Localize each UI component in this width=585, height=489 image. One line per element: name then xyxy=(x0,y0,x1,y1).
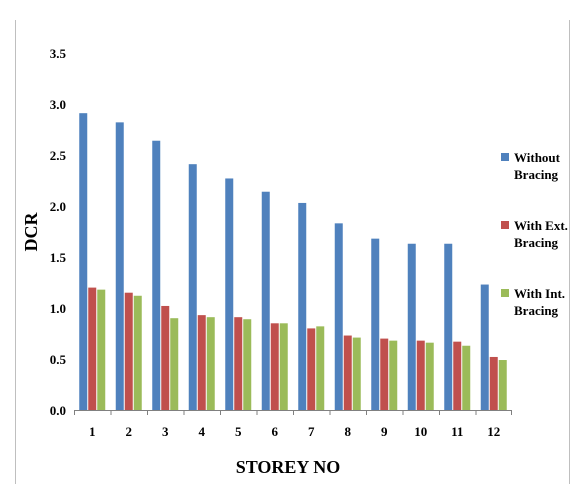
x-tick-label: 5 xyxy=(235,424,242,439)
x-axis-ticks: 1 2 3 4 5 6 7 8 9 10 11 12 xyxy=(74,410,512,439)
legend-label-series-3: Bracing xyxy=(514,303,559,318)
bar-series-1-storey-7 xyxy=(298,202,307,410)
bar-series-3-storey-6 xyxy=(279,323,288,410)
legend-label-series-3: With Int. xyxy=(514,286,565,301)
bar-series-2-storey-10 xyxy=(416,340,425,410)
legend-label-series-2: With Ext. xyxy=(514,218,568,233)
y-tick-label: 1.0 xyxy=(50,301,66,316)
bar-series-1-storey-6 xyxy=(261,191,270,410)
y-tick-label: 1.5 xyxy=(50,250,67,265)
bar-series-1-storey-11 xyxy=(444,243,453,410)
x-tick-label: 8 xyxy=(345,424,352,439)
bar-series-2-storey-4 xyxy=(197,315,206,410)
x-tick-label: 2 xyxy=(126,424,133,439)
bar-series-2-storey-3 xyxy=(161,305,170,410)
bar-series-2-storey-12 xyxy=(489,356,498,410)
bars-group xyxy=(79,113,507,411)
bar-series-3-storey-7 xyxy=(316,326,325,410)
bar-series-1-storey-8 xyxy=(334,223,343,410)
legend-label-series-2: Bracing xyxy=(514,235,559,250)
y-axis-ticks: 0.0 0.5 1.0 1.5 2.0 2.5 3.0 3.5 xyxy=(50,46,67,418)
bar-series-2-storey-7 xyxy=(307,328,316,410)
bar-series-3-storey-4 xyxy=(206,317,215,410)
bar-series-1-storey-2 xyxy=(115,122,124,411)
bar-series-3-storey-11 xyxy=(462,345,471,410)
x-tick-label: 1 xyxy=(89,424,96,439)
bar-series-2-storey-2 xyxy=(124,292,133,410)
bar-series-1-storey-12 xyxy=(480,284,489,410)
bar-series-2-storey-5 xyxy=(234,317,243,410)
x-tick-label: 3 xyxy=(162,424,169,439)
y-tick-label: 2.0 xyxy=(50,199,66,214)
legend: Without Bracing With Ext. Bracing With Int. B… xyxy=(501,150,568,318)
bar-series-2-storey-11 xyxy=(453,341,462,410)
legend-swatch-series-1 xyxy=(501,153,509,161)
y-tick-label: 0.0 xyxy=(50,403,66,418)
x-tick-label: 12 xyxy=(487,424,500,439)
y-tick-label: 3.5 xyxy=(50,46,67,61)
bar-series-2-storey-9 xyxy=(380,338,389,410)
legend-label-series-1: Bracing xyxy=(514,167,559,182)
legend-swatch-series-3 xyxy=(501,289,509,297)
x-tick-label: 11 xyxy=(451,424,463,439)
x-tick-label: 9 xyxy=(381,424,388,439)
bar-series-2-storey-8 xyxy=(343,335,352,410)
bar-series-3-storey-5 xyxy=(243,319,252,410)
x-tick-label: 4 xyxy=(199,424,206,439)
bar-series-3-storey-8 xyxy=(352,337,361,410)
bar-series-3-storey-3 xyxy=(170,318,179,410)
bar-series-1-storey-10 xyxy=(407,243,416,410)
bar-series-1-storey-5 xyxy=(225,178,234,410)
bar-series-3-storey-9 xyxy=(389,340,398,410)
x-tick-label: 6 xyxy=(272,424,279,439)
y-tick-label: 2.5 xyxy=(50,148,67,163)
bar-series-3-storey-2 xyxy=(133,295,142,410)
bar-series-1-storey-4 xyxy=(188,164,197,410)
y-axis-label: DCR xyxy=(21,212,41,252)
bar-series-1-storey-3 xyxy=(152,140,161,410)
bar-series-1-storey-1 xyxy=(79,113,88,411)
bar-series-3-storey-1 xyxy=(97,289,106,410)
x-axis-label: STOREY NO xyxy=(236,457,341,477)
legend-label-series-1: Without xyxy=(514,150,561,165)
y-tick-label: 3.0 xyxy=(50,97,66,112)
bar-series-2-storey-6 xyxy=(270,323,279,410)
legend-swatch-series-2 xyxy=(501,221,509,229)
y-tick-label: 0.5 xyxy=(50,352,67,367)
bar-series-3-storey-10 xyxy=(425,342,434,410)
bar-series-1-storey-9 xyxy=(371,238,380,410)
bar-series-2-storey-1 xyxy=(88,287,97,410)
bar-series-3-storey-12 xyxy=(498,360,507,410)
x-tick-label: 10 xyxy=(414,424,427,439)
x-tick-label: 7 xyxy=(308,424,315,439)
